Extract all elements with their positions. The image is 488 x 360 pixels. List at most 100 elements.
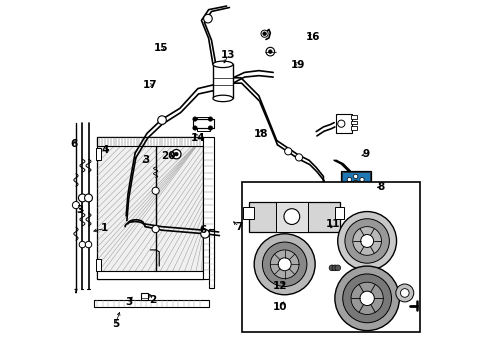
- Circle shape: [85, 241, 92, 248]
- Text: 9: 9: [362, 149, 369, 159]
- Circle shape: [359, 291, 373, 306]
- Text: 3: 3: [125, 297, 132, 307]
- Circle shape: [78, 194, 86, 202]
- Circle shape: [261, 30, 267, 37]
- Circle shape: [360, 234, 373, 247]
- Circle shape: [352, 226, 381, 255]
- Text: 19: 19: [290, 59, 305, 69]
- Circle shape: [337, 212, 396, 270]
- Circle shape: [352, 181, 358, 186]
- Circle shape: [284, 148, 291, 155]
- Circle shape: [362, 185, 366, 189]
- Text: 13: 13: [221, 50, 235, 60]
- Circle shape: [353, 174, 357, 179]
- Bar: [334, 207, 343, 220]
- Text: 1: 1: [101, 224, 108, 233]
- Circle shape: [342, 274, 391, 323]
- Circle shape: [208, 126, 212, 130]
- Text: 11: 11: [325, 219, 340, 229]
- Bar: [241, 182, 419, 332]
- Circle shape: [346, 177, 351, 182]
- Ellipse shape: [212, 95, 233, 102]
- Bar: [248, 202, 340, 232]
- Circle shape: [334, 265, 340, 271]
- Circle shape: [359, 177, 364, 182]
- Bar: [351, 121, 356, 125]
- Circle shape: [192, 117, 197, 121]
- Circle shape: [352, 181, 358, 186]
- Circle shape: [278, 258, 290, 271]
- Circle shape: [331, 265, 337, 271]
- Circle shape: [203, 14, 212, 23]
- Text: 17: 17: [143, 80, 158, 90]
- Bar: [97, 271, 203, 279]
- Circle shape: [158, 116, 166, 125]
- Circle shape: [268, 50, 271, 53]
- Circle shape: [284, 209, 299, 225]
- Text: 16: 16: [305, 32, 319, 41]
- Text: 8: 8: [376, 182, 384, 192]
- Circle shape: [295, 154, 302, 161]
- Bar: [197, 117, 209, 131]
- Bar: [351, 126, 356, 130]
- Circle shape: [152, 225, 159, 233]
- Circle shape: [208, 117, 212, 121]
- Bar: [341, 172, 369, 206]
- Circle shape: [352, 181, 358, 186]
- Bar: [212, 64, 233, 98]
- Circle shape: [346, 193, 351, 197]
- Circle shape: [72, 202, 80, 209]
- Bar: [140, 293, 148, 300]
- Circle shape: [400, 289, 408, 297]
- Text: 7: 7: [235, 222, 243, 231]
- Circle shape: [171, 149, 181, 159]
- Circle shape: [353, 196, 357, 200]
- Circle shape: [270, 250, 298, 279]
- Circle shape: [152, 187, 159, 194]
- Circle shape: [262, 242, 306, 287]
- Circle shape: [254, 234, 314, 295]
- Bar: [335, 114, 351, 134]
- Circle shape: [395, 284, 413, 302]
- Circle shape: [337, 120, 344, 127]
- Circle shape: [328, 265, 334, 271]
- Bar: [94, 300, 208, 307]
- Circle shape: [192, 126, 197, 130]
- Bar: [243, 207, 254, 220]
- Bar: [192, 119, 214, 128]
- Circle shape: [350, 282, 383, 315]
- Bar: [203, 137, 214, 279]
- Text: 6: 6: [70, 139, 78, 149]
- Text: 2: 2: [149, 295, 156, 305]
- Circle shape: [359, 193, 364, 197]
- Bar: [208, 229, 213, 288]
- Text: 4: 4: [102, 144, 109, 154]
- Text: 3: 3: [142, 155, 149, 165]
- Circle shape: [344, 185, 348, 189]
- Bar: [351, 116, 356, 119]
- Circle shape: [79, 241, 85, 248]
- Text: 14: 14: [190, 133, 205, 143]
- Circle shape: [262, 32, 266, 36]
- Circle shape: [334, 266, 399, 330]
- Bar: [96, 148, 101, 160]
- Text: 5: 5: [112, 319, 119, 329]
- Text: 18: 18: [253, 129, 267, 139]
- Text: 12: 12: [273, 281, 287, 291]
- Circle shape: [201, 229, 209, 238]
- Circle shape: [174, 152, 178, 156]
- Bar: [275, 202, 307, 232]
- Ellipse shape: [212, 61, 233, 68]
- Circle shape: [344, 219, 388, 263]
- Circle shape: [265, 47, 274, 56]
- Text: 20: 20: [161, 150, 175, 161]
- Text: 10: 10: [272, 302, 286, 312]
- Bar: [341, 171, 370, 207]
- Bar: [97, 137, 203, 279]
- Text: 15: 15: [154, 43, 168, 53]
- Bar: [96, 259, 101, 271]
- Circle shape: [84, 194, 92, 202]
- Text: 3: 3: [77, 206, 84, 216]
- Text: 6: 6: [199, 225, 206, 235]
- Bar: [97, 137, 203, 146]
